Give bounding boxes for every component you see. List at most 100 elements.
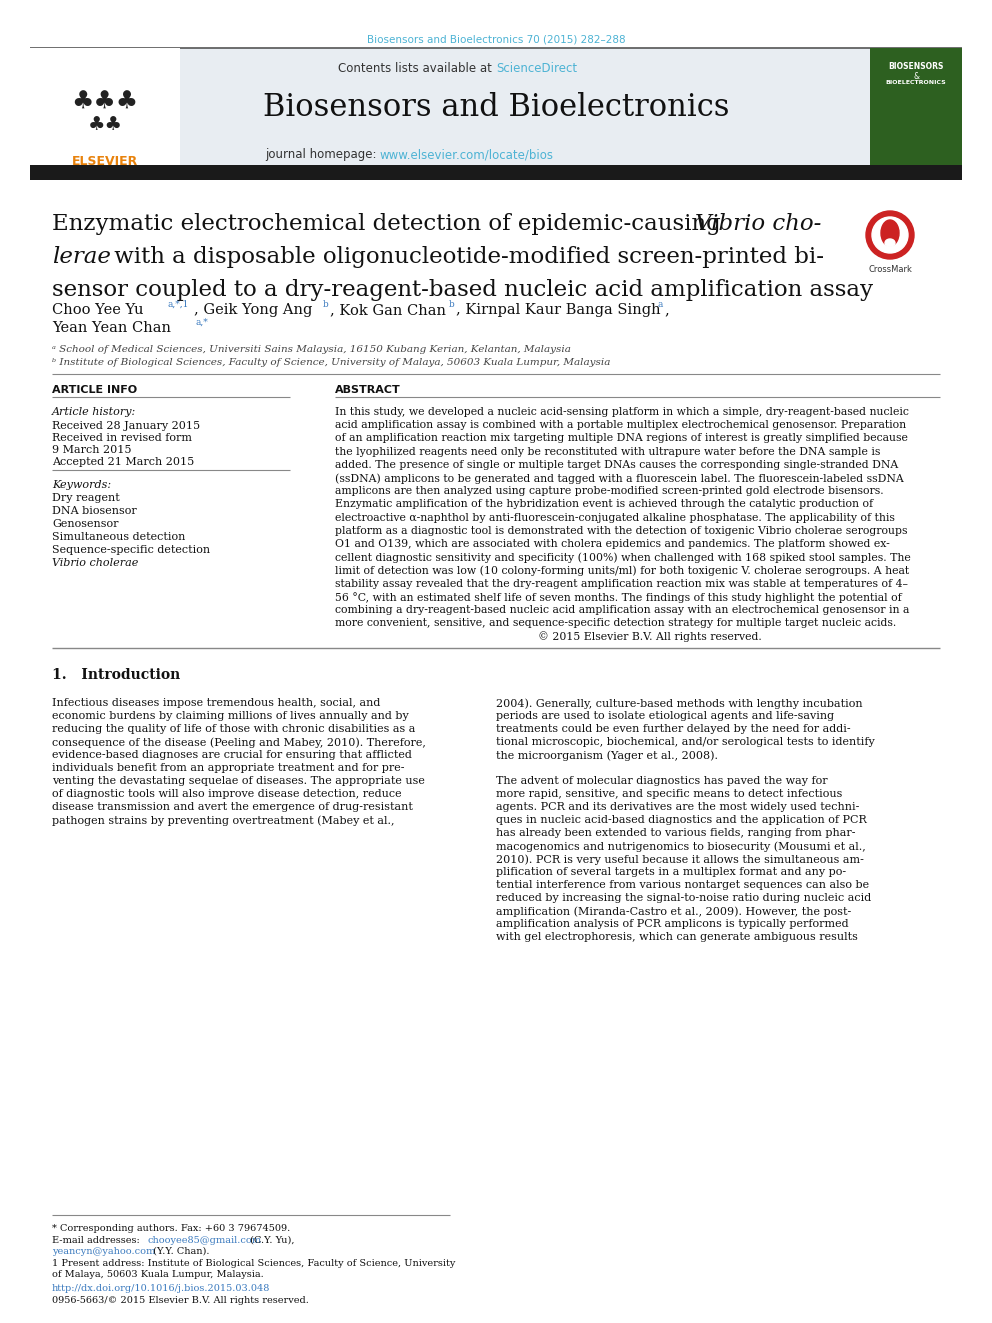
Text: 1.   Introduction: 1. Introduction bbox=[52, 668, 181, 681]
Text: Enzymatic electrochemical detection of epidemic-causing: Enzymatic electrochemical detection of e… bbox=[52, 213, 728, 235]
Text: O1 and O139, which are associated with cholera epidemics and pandemics. The plat: O1 and O139, which are associated with c… bbox=[335, 538, 890, 549]
Text: of diagnostic tools will also improve disease detection, reduce: of diagnostic tools will also improve di… bbox=[52, 789, 402, 799]
Text: Yean Yean Chan: Yean Yean Chan bbox=[52, 321, 171, 335]
Text: evidence-based diagnoses are crucial for ensuring that afflicted: evidence-based diagnoses are crucial for… bbox=[52, 750, 412, 759]
Text: the lyophilized reagents need only be reconstituted with ultrapure water before : the lyophilized reagents need only be re… bbox=[335, 447, 880, 456]
Text: Sequence-specific detection: Sequence-specific detection bbox=[52, 545, 210, 556]
Text: agents. PCR and its derivatives are the most widely used techni-: agents. PCR and its derivatives are the … bbox=[496, 802, 859, 812]
Text: amplicons are then analyzed using capture probe-modified screen-printed gold ele: amplicons are then analyzed using captur… bbox=[335, 486, 884, 496]
Text: , Kirnpal Kaur Banga Singh: , Kirnpal Kaur Banga Singh bbox=[456, 303, 661, 318]
Text: ♣♣♣: ♣♣♣ bbox=[71, 90, 139, 114]
Text: tional microscopic, biochemical, and/or serological tests to identify: tional microscopic, biochemical, and/or … bbox=[496, 737, 875, 747]
Text: , Geik Yong Ang: , Geik Yong Ang bbox=[194, 303, 312, 318]
Text: individuals benefit from an appropriate treatment and for pre-: individuals benefit from an appropriate … bbox=[52, 763, 405, 773]
Text: * Corresponding authors. Fax: +60 3 79674509.: * Corresponding authors. Fax: +60 3 7967… bbox=[52, 1224, 291, 1233]
Text: Vibrio cholerae: Vibrio cholerae bbox=[52, 558, 138, 568]
Bar bbox=[30, 48, 180, 175]
Text: more rapid, sensitive, and specific means to detect infectious: more rapid, sensitive, and specific mean… bbox=[496, 789, 842, 799]
Text: Choo Yee Yu: Choo Yee Yu bbox=[52, 303, 144, 318]
Text: has already been extended to various fields, ranging from phar-: has already been extended to various fie… bbox=[496, 828, 855, 837]
Text: Received in revised form: Received in revised form bbox=[52, 433, 192, 443]
Text: CrossMark: CrossMark bbox=[868, 265, 912, 274]
Text: Accepted 21 March 2015: Accepted 21 March 2015 bbox=[52, 456, 194, 467]
Text: a: a bbox=[658, 300, 664, 310]
Ellipse shape bbox=[885, 239, 895, 247]
Text: yeancyn@yahoo.com: yeancyn@yahoo.com bbox=[52, 1248, 156, 1256]
Text: BIOELECTRONICS: BIOELECTRONICS bbox=[886, 79, 946, 85]
Text: of Malaya, 50603 Kuala Lumpur, Malaysia.: of Malaya, 50603 Kuala Lumpur, Malaysia. bbox=[52, 1270, 264, 1279]
Text: lerae: lerae bbox=[52, 246, 111, 269]
Text: ,: , bbox=[664, 303, 669, 318]
Text: Contents lists available at: Contents lists available at bbox=[338, 62, 496, 75]
Text: , Kok Gan Chan: , Kok Gan Chan bbox=[330, 303, 446, 318]
Text: disease transmission and avert the emergence of drug-resistant: disease transmission and avert the emerg… bbox=[52, 802, 413, 812]
Text: 2010). PCR is very useful because it allows the simultaneous am-: 2010). PCR is very useful because it all… bbox=[496, 855, 864, 864]
Text: ᵇ Institute of Biological Sciences, Faculty of Science, University of Malaya, 50: ᵇ Institute of Biological Sciences, Facu… bbox=[52, 359, 610, 366]
Text: combining a dry-reagent-based nucleic acid amplification assay with an electroch: combining a dry-reagent-based nucleic ac… bbox=[335, 605, 910, 615]
Text: reduced by increasing the signal-to-noise ratio during nucleic acid: reduced by increasing the signal-to-nois… bbox=[496, 893, 871, 904]
Text: with a disposable oligonucleotide-modified screen-printed bi-: with a disposable oligonucleotide-modifi… bbox=[107, 246, 824, 269]
Text: added. The presence of single or multiple target DNAs causes the corresponding s: added. The presence of single or multipl… bbox=[335, 460, 898, 470]
Text: ScienceDirect: ScienceDirect bbox=[496, 62, 577, 75]
Text: macogenomics and nutrigenomics to biosecurity (Mousumi et al.,: macogenomics and nutrigenomics to biosec… bbox=[496, 841, 866, 852]
Text: reducing the quality of life of those with chronic disabilities as a: reducing the quality of life of those wi… bbox=[52, 724, 416, 734]
Text: Simultaneous detection: Simultaneous detection bbox=[52, 532, 186, 542]
Text: BIOSENSORS: BIOSENSORS bbox=[888, 62, 943, 71]
Text: Biosensors and Bioelectronics 70 (2015) 282–288: Biosensors and Bioelectronics 70 (2015) … bbox=[367, 34, 625, 44]
Text: ᵃ School of Medical Sciences, Universiti Sains Malaysia, 16150 Kubang Kerian, Ke: ᵃ School of Medical Sciences, Universiti… bbox=[52, 345, 570, 355]
Text: Genosensor: Genosensor bbox=[52, 519, 118, 529]
Text: (ssDNA) amplicons to be generated and tagged with a fluorescein label. The fluor: (ssDNA) amplicons to be generated and ta… bbox=[335, 474, 904, 484]
Text: Article history:: Article history: bbox=[52, 407, 136, 417]
Bar bbox=[30, 165, 962, 180]
Text: In this study, we developed a nucleic acid-sensing platform in which a simple, d: In this study, we developed a nucleic ac… bbox=[335, 407, 909, 417]
Text: Dry reagent: Dry reagent bbox=[52, 493, 120, 503]
Text: DNA biosensor: DNA biosensor bbox=[52, 505, 137, 516]
Text: treatments could be even further delayed by the need for addi-: treatments could be even further delayed… bbox=[496, 724, 850, 734]
Text: Keywords:: Keywords: bbox=[52, 480, 111, 490]
Text: periods are used to isolate etiological agents and life-saving: periods are used to isolate etiological … bbox=[496, 710, 834, 721]
Text: 56 °C, with an estimated shelf life of seven months. The findings of this study : 56 °C, with an estimated shelf life of s… bbox=[335, 591, 902, 603]
Text: © 2015 Elsevier B.V. All rights reserved.: © 2015 Elsevier B.V. All rights reserved… bbox=[335, 631, 762, 642]
Text: ELSEVIER: ELSEVIER bbox=[71, 155, 138, 168]
Text: The advent of molecular diagnostics has paved the way for: The advent of molecular diagnostics has … bbox=[496, 777, 827, 786]
Text: Vibrio cho-: Vibrio cho- bbox=[695, 213, 821, 235]
Text: 2004). Generally, culture-based methods with lengthy incubation: 2004). Generally, culture-based methods … bbox=[496, 699, 863, 709]
Text: 0956-5663/© 2015 Elsevier B.V. All rights reserved.: 0956-5663/© 2015 Elsevier B.V. All right… bbox=[52, 1297, 309, 1304]
Text: stability assay revealed that the dry-reagent amplification reaction mix was sta: stability assay revealed that the dry-re… bbox=[335, 578, 908, 589]
Text: sensor coupled to a dry-reagent-based nucleic acid amplification assay: sensor coupled to a dry-reagent-based nu… bbox=[52, 279, 873, 302]
Text: (C.Y. Yu),: (C.Y. Yu), bbox=[247, 1236, 295, 1245]
Text: amplification analysis of PCR amplicons is typically performed: amplification analysis of PCR amplicons … bbox=[496, 919, 848, 929]
Text: of an amplification reaction mix targeting multiple DNA regions of interest is g: of an amplification reaction mix targeti… bbox=[335, 434, 908, 443]
Text: with gel electrophoresis, which can generate ambiguous results: with gel electrophoresis, which can gene… bbox=[496, 931, 858, 942]
Bar bbox=[30, 48, 870, 175]
Text: b: b bbox=[323, 300, 328, 310]
Circle shape bbox=[872, 217, 908, 253]
Circle shape bbox=[866, 210, 914, 259]
Text: 9 March 2015: 9 March 2015 bbox=[52, 445, 132, 455]
Text: ABSTRACT: ABSTRACT bbox=[335, 385, 401, 396]
Text: acid amplification assay is combined with a portable multiplex electrochemical g: acid amplification assay is combined wit… bbox=[335, 421, 906, 430]
Text: a,*,1: a,*,1 bbox=[167, 300, 188, 310]
Text: Received 28 January 2015: Received 28 January 2015 bbox=[52, 421, 200, 431]
Text: http://dx.doi.org/10.1016/j.bios.2015.03.048: http://dx.doi.org/10.1016/j.bios.2015.03… bbox=[52, 1285, 271, 1293]
Text: b: b bbox=[449, 300, 454, 310]
Text: pathogen strains by preventing overtreatment (Mabey et al.,: pathogen strains by preventing overtreat… bbox=[52, 815, 395, 826]
Text: plification of several targets in a multiplex format and any po-: plification of several targets in a mult… bbox=[496, 867, 846, 877]
Bar bbox=[870, 48, 962, 175]
Text: chooyee85@gmail.com: chooyee85@gmail.com bbox=[148, 1236, 262, 1245]
Text: venting the devastating sequelae of diseases. The appropriate use: venting the devastating sequelae of dise… bbox=[52, 777, 425, 786]
Text: (Y.Y. Chan).: (Y.Y. Chan). bbox=[150, 1248, 209, 1256]
Text: journal homepage:: journal homepage: bbox=[265, 148, 380, 161]
Text: a,*: a,* bbox=[196, 318, 208, 327]
Text: platform as a diagnostic tool is demonstrated with the detection of toxigenic Vi: platform as a diagnostic tool is demonst… bbox=[335, 525, 908, 536]
Text: electroactive α-naphthol by anti-fluorescein-conjugated alkaline phosphatase. Th: electroactive α-naphthol by anti-fluores… bbox=[335, 512, 895, 523]
Ellipse shape bbox=[881, 220, 899, 246]
Text: ♣♣: ♣♣ bbox=[87, 115, 122, 134]
Text: ques in nucleic acid-based diagnostics and the application of PCR: ques in nucleic acid-based diagnostics a… bbox=[496, 815, 867, 826]
Text: Biosensors and Bioelectronics: Biosensors and Bioelectronics bbox=[263, 93, 729, 123]
Text: amplification (Miranda-Castro et al., 2009). However, the post-: amplification (Miranda-Castro et al., 20… bbox=[496, 906, 851, 917]
Text: economic burdens by claiming millions of lives annually and by: economic burdens by claiming millions of… bbox=[52, 710, 409, 721]
Text: the microorganism (Yager et al., 2008).: the microorganism (Yager et al., 2008). bbox=[496, 750, 718, 761]
Text: more convenient, sensitive, and sequence-specific detection strategy for multipl: more convenient, sensitive, and sequence… bbox=[335, 618, 896, 628]
Text: consequence of the disease (Peeling and Mabey, 2010). Therefore,: consequence of the disease (Peeling and … bbox=[52, 737, 426, 747]
